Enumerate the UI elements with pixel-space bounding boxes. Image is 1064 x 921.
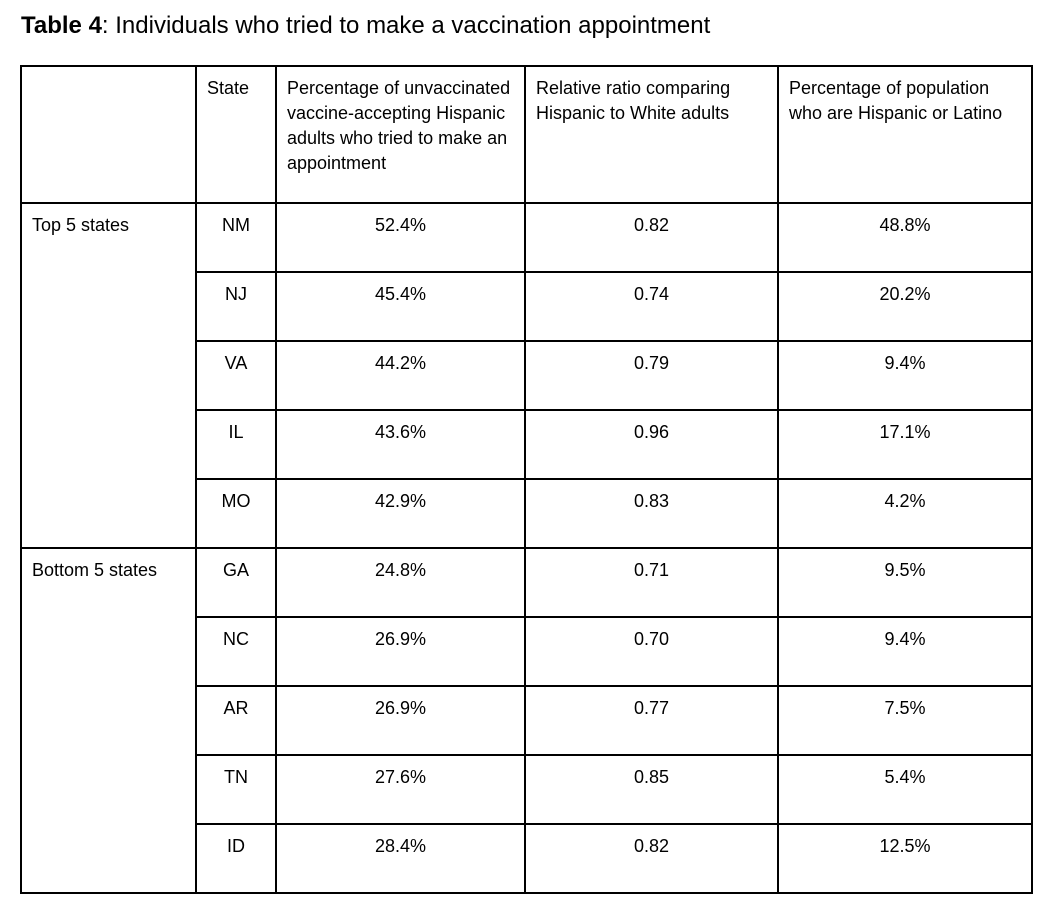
ratio-cell: 0.74: [524, 271, 779, 342]
state-cell: IL: [195, 409, 277, 480]
ratio-cell: 0.71: [524, 547, 779, 618]
header-group: [20, 65, 197, 204]
table-row: Bottom 5 states GA 24.8% 0.71 9.5%: [20, 547, 1033, 894]
pct-tried-cell: 43.6%: [275, 409, 526, 480]
table-row: MO 42.9% 0.83 4.2%: [21, 478, 1033, 549]
group-label-bottom-5-states: Bottom 5 states: [20, 547, 197, 894]
table-row: VA 44.2% 0.79 9.4%: [21, 340, 1033, 411]
pct-tried-cell: 27.6%: [275, 754, 526, 825]
ratio-cell: 0.77: [524, 685, 779, 756]
table-caption-label: Table 4: [21, 12, 102, 39]
header-ratio: Relative ratio comparing Hispanic to Whi…: [524, 65, 779, 204]
state-cell: ID: [195, 823, 277, 894]
pct-population-cell: 9.5%: [777, 547, 1033, 618]
header-pct-tried: Percentage of unvaccinated vaccine-accep…: [275, 65, 526, 204]
pct-population-cell: 9.4%: [777, 616, 1033, 687]
state-cell: GA: [195, 547, 277, 618]
pct-tried-cell: 26.9%: [275, 685, 526, 756]
ratio-cell: 0.70: [524, 616, 779, 687]
pct-tried-cell: 24.8%: [275, 547, 526, 618]
state-cell: NJ: [195, 271, 277, 342]
state-cell: TN: [195, 754, 277, 825]
pct-tried-cell: 42.9%: [275, 478, 526, 549]
pct-population-cell: 5.4%: [777, 754, 1033, 825]
pct-population-cell: 48.8%: [777, 202, 1033, 273]
vaccination-appointment-table: State Percentage of unvaccinated vaccine…: [20, 65, 1033, 894]
document-page: Table 4: Individuals who tried to make a…: [20, 10, 1064, 894]
page-title: Table 4: Individuals who tried to make a…: [21, 10, 1064, 42]
ratio-cell: 0.82: [524, 202, 779, 273]
ratio-cell: 0.83: [524, 478, 779, 549]
state-cell: AR: [195, 685, 277, 756]
table-row: ID 28.4% 0.82 12.5%: [21, 823, 1033, 894]
table-caption-text: : Individuals who tried to make a vaccin…: [101, 12, 711, 39]
ratio-cell: 0.85: [524, 754, 779, 825]
header-state: State: [195, 65, 277, 204]
table-row: NC 26.9% 0.70 9.4%: [21, 616, 1033, 687]
state-cell: NM: [195, 202, 277, 273]
table-row: TN 27.6% 0.85 5.4%: [21, 754, 1033, 825]
pct-tried-cell: 26.9%: [275, 616, 526, 687]
pct-population-cell: 4.2%: [777, 478, 1033, 549]
pct-population-cell: 17.1%: [777, 409, 1033, 480]
pct-tried-cell: 28.4%: [275, 823, 526, 894]
table-row: AR 26.9% 0.77 7.5%: [21, 685, 1033, 756]
state-cell: VA: [195, 340, 277, 411]
header-pct-population: Percentage of population who are Hispani…: [777, 65, 1033, 204]
ratio-cell: 0.96: [524, 409, 779, 480]
ratio-cell: 0.82: [524, 823, 779, 894]
pct-population-cell: 20.2%: [777, 271, 1033, 342]
state-cell: MO: [195, 478, 277, 549]
pct-population-cell: 12.5%: [777, 823, 1033, 894]
table-row: Top 5 states NM 52.4% 0.82 48.8%: [20, 202, 1033, 549]
pct-population-cell: 9.4%: [777, 340, 1033, 411]
table-row: IL 43.6% 0.96 17.1%: [21, 409, 1033, 480]
ratio-cell: 0.79: [524, 340, 779, 411]
table-row: NJ 45.4% 0.74 20.2%: [21, 271, 1033, 342]
pct-tried-cell: 45.4%: [275, 271, 526, 342]
state-cell: NC: [195, 616, 277, 687]
pct-tried-cell: 44.2%: [275, 340, 526, 411]
table-header-row: State Percentage of unvaccinated vaccine…: [20, 65, 1033, 204]
group-label-top-5-states: Top 5 states: [20, 202, 197, 549]
pct-population-cell: 7.5%: [777, 685, 1033, 756]
pct-tried-cell: 52.4%: [275, 202, 526, 273]
